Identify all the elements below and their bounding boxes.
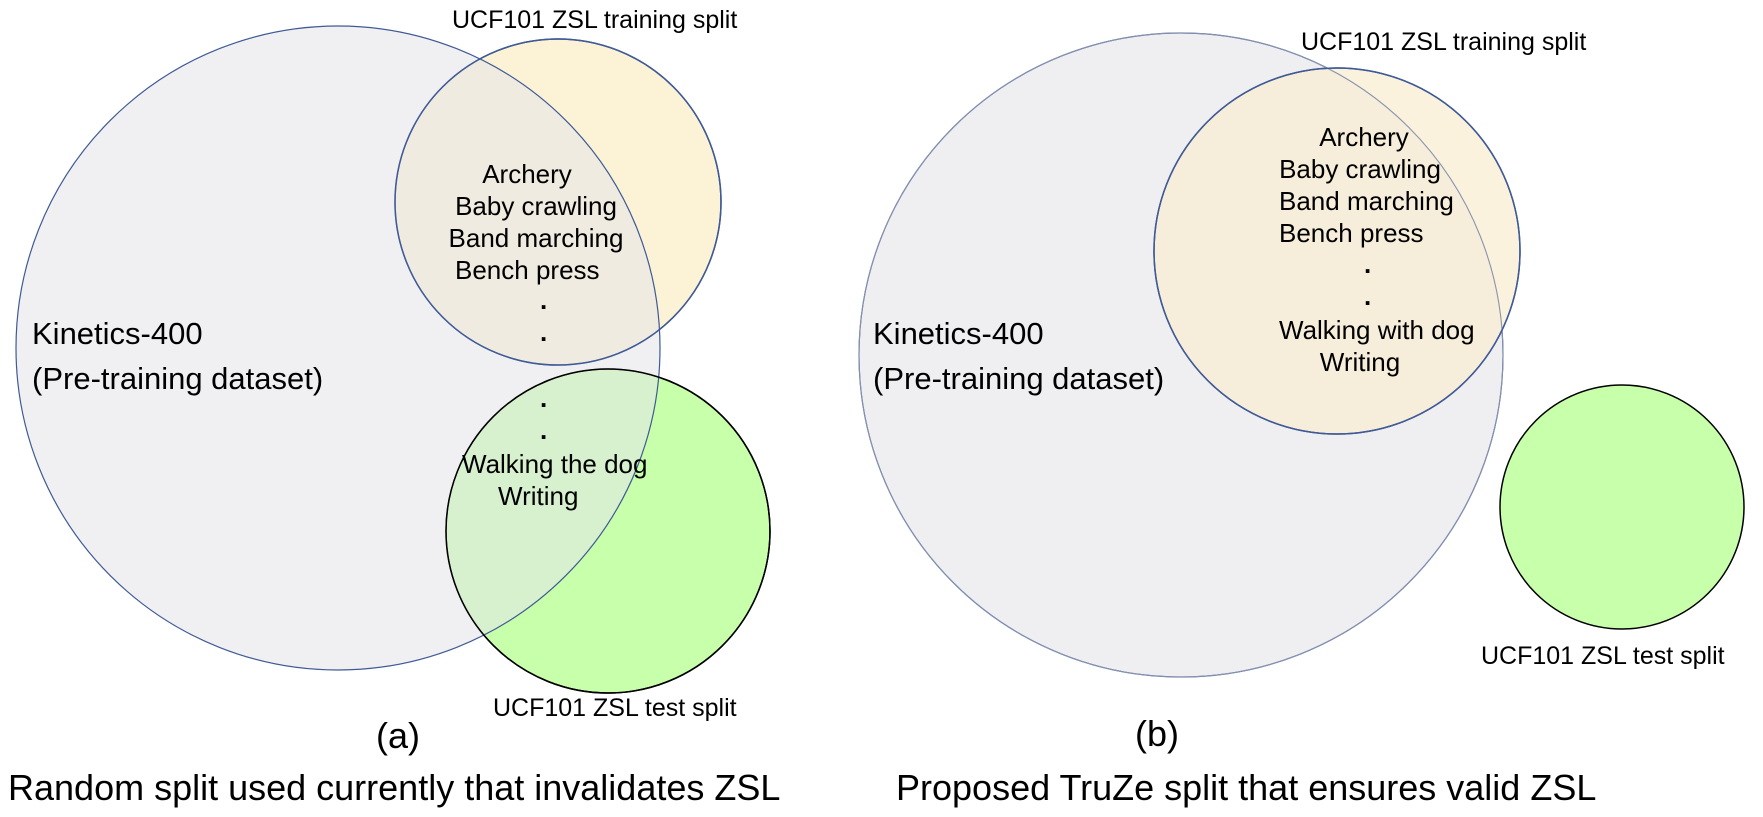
panel-a-test-class: Walking the dog (462, 449, 647, 479)
panel-b: UCF101 ZSL training split Kinetics-400 (… (858, 28, 1745, 808)
panel-a-train-label: UCF101 ZSL training split (452, 6, 737, 34)
panel-b-train-label: UCF101 ZSL training split (1301, 28, 1586, 56)
panel-b-ellipsis-dot: . (1364, 281, 1371, 311)
panel-a-ellipsis-dot: . (540, 317, 547, 347)
panel-b-ellipsis-dot: . (1364, 249, 1371, 279)
panel-a-caption: Random split used currently that invalid… (8, 767, 780, 808)
panel-a-kinetics-circle (15, 25, 661, 671)
panel-b-train-class: Writing (1320, 347, 1400, 377)
panel-a-train-class: Band marching (449, 223, 624, 253)
panel-a-test-label: UCF101 ZSL test split (493, 694, 737, 722)
panel-a-kinetics-label-line1: Kinetics-400 (32, 316, 203, 351)
panel-b-kinetics-label-line2: (Pre-training dataset) (873, 361, 1164, 396)
panel-b-train-class: Archery (1319, 122, 1409, 152)
panel-b-test-label: UCF101 ZSL test split (1481, 642, 1725, 670)
panel-b-test-circle (1499, 384, 1745, 630)
panel-b-kinetics-label-line1: Kinetics-400 (873, 316, 1044, 351)
panel-a-train-class: Archery (482, 159, 572, 189)
panel-a-ellipsis-dot: . (540, 383, 547, 413)
panel-a-tag: (a) (376, 715, 420, 756)
panel-a-kinetics-label-line2: (Pre-training dataset) (32, 361, 323, 396)
panel-b-tag: (b) (1135, 713, 1179, 754)
panel-b-train-class: Bench press (1279, 218, 1424, 248)
panel-a-test-class: Writing (498, 481, 578, 511)
panel-a-ellipsis-dot: . (540, 415, 547, 445)
panel-a-ellipsis-dot: . (540, 285, 547, 315)
panel-b-train-class: Walking with dog (1279, 315, 1475, 345)
panel-b-train-class: Baby crawling (1279, 154, 1441, 184)
panel-b-train-class: Band marching (1279, 186, 1454, 216)
panel-b-caption: Proposed TruZe split that ensures valid … (896, 767, 1596, 808)
panel-a: UCF101 ZSL training split Kinetics-400 (… (8, 6, 780, 808)
panel-a-train-class: Baby crawling (455, 191, 617, 221)
panel-a-train-class: Bench press (455, 255, 600, 285)
